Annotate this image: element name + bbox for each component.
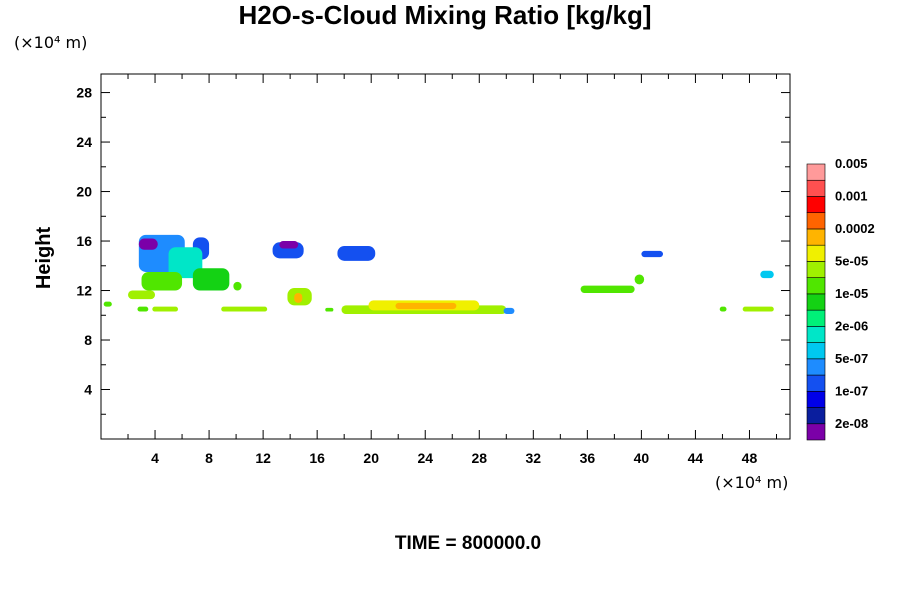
colorbar-label: 2e-06 [835,318,868,333]
x-axis: 4 8 12 16 20 24 28 32 36 40 44 48 [127,74,777,466]
cloud-region-10 [152,306,179,312]
cloud-region-24 [641,250,664,258]
cloud-region-26 [742,306,774,312]
colorbar-swatch [806,244,826,262]
cloud-region-5 [128,290,156,300]
colorbar-label: 2e-08 [835,416,868,431]
plot-frame [100,73,791,440]
colorbar-swatch [806,261,826,278]
cloud-region-16 [294,293,303,303]
y-axis-unit: (×10⁴ m) [14,33,87,52]
colorbar-swatch [806,374,826,392]
colorbar: 2e-08 1e-07 5e-07 2e-06 1e-05 5e-05 0.0002 0.00… [806,156,875,441]
cloud-regions [103,234,774,315]
cloud-region-6 [192,268,230,291]
colorbar-label: 0.0002 [835,221,875,236]
colorbar-label: 0.005 [835,156,868,171]
colorbar-swatch [806,212,826,230]
cloud-region-27 [760,270,774,279]
x-tick-label: 36 [580,450,596,466]
y-tick-label: 16 [76,233,92,249]
x-tick-label: 28 [471,450,487,466]
x-axis-unit: (×10⁴ m) [715,473,788,492]
colorbar-label: 0.001 [835,188,868,203]
x-tick-label: 32 [526,450,542,466]
cloud-region-8 [103,301,112,307]
y-tick-label: 4 [84,382,92,398]
cloud-region-13 [279,241,299,249]
cloud-region-1 [138,238,158,250]
colorbar-swatch [806,196,826,214]
x-tick-label: 40 [634,450,650,466]
colorbar-swatch [806,163,826,181]
x-tick-label: 8 [205,450,213,466]
x-tick-label: 12 [255,450,271,466]
time-label: TIME = 800000.0 [395,533,541,554]
colorbar-swatch [806,228,826,246]
y-tick-label: 20 [76,184,92,200]
colorbar-swatch [806,407,826,425]
colorbar-swatch [806,277,826,295]
cloud-region-9 [137,306,149,312]
cloud-region-11 [221,306,268,312]
cloud-region-3 [168,247,203,279]
cloud-region-14 [337,245,376,261]
x-tick-label: 24 [417,450,433,466]
chart-title: H2O-s-Cloud Mixing Ratio [kg/kg] [238,0,651,30]
cloud-region-20 [395,302,457,310]
cloud-region-7 [233,281,242,291]
colorbar-swatch [806,309,826,327]
colorbar-swatch [806,358,826,376]
x-tick-label: 16 [309,450,325,466]
y-axis-label: Height [33,227,55,290]
colorbar-swatch [806,293,826,311]
x-tick-label: 44 [688,450,704,466]
colorbar-swatch [806,423,826,441]
colorbar-swatch [806,179,826,197]
cloud-region-22 [580,285,635,293]
cloud-region-23 [634,274,645,285]
colorbar-label: 1e-07 [835,383,868,398]
colorbar-label: 5e-07 [835,351,868,366]
cloud-region-21 [503,307,515,315]
colorbar-swatch [806,342,826,360]
cloud-region-25 [719,306,727,312]
colorbar-label: 5e-05 [835,253,868,268]
x-tick-label: 4 [151,450,159,466]
x-tick-label: 20 [363,450,379,466]
x-tick-label: 48 [742,450,758,466]
cloud-region-17 [325,307,334,312]
cloud-region-4 [141,271,183,291]
colorbar-swatch [806,326,826,343]
y-tick-label: 28 [76,85,92,101]
y-tick-label: 24 [76,134,92,150]
y-tick-label: 12 [76,283,92,299]
colorbar-label: 1e-05 [835,286,868,301]
y-axis: 4 8 12 16 20 24 28 [76,85,790,415]
colorbar-swatch [806,390,826,408]
y-tick-label: 8 [84,332,92,348]
